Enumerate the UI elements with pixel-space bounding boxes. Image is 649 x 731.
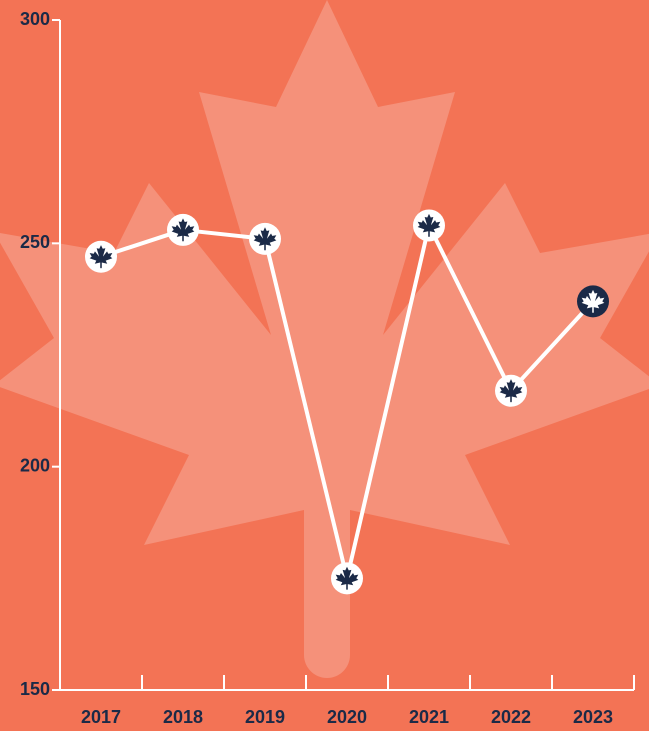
x-tick-label: 2019: [245, 707, 285, 727]
marker: [85, 240, 117, 273]
x-tick-label: 2021: [409, 707, 449, 727]
x-tick-label: 2017: [81, 707, 121, 727]
marker: [413, 209, 445, 242]
y-tick-label: 300: [20, 9, 50, 29]
marker: [577, 285, 609, 318]
marker: [167, 213, 199, 246]
marker: [331, 562, 363, 595]
y-tick-label: 200: [20, 455, 50, 475]
x-tick-label: 2023: [573, 707, 613, 727]
marker: [495, 374, 527, 407]
marker: [249, 222, 281, 255]
x-tick-label: 2018: [163, 707, 203, 727]
x-tick-label: 2022: [491, 707, 531, 727]
y-tick-label: 250: [20, 232, 50, 252]
x-tick-label: 2020: [327, 707, 367, 727]
y-tick-label: 150: [20, 679, 50, 699]
